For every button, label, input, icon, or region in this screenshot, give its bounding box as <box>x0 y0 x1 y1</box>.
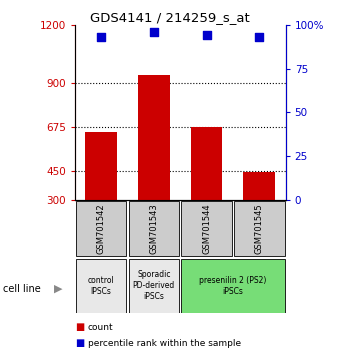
Text: GSM701545: GSM701545 <box>255 203 264 254</box>
Bar <box>243 172 275 200</box>
Text: Sporadic
PD-derived
iPSCs: Sporadic PD-derived iPSCs <box>133 270 175 302</box>
Bar <box>234 201 285 256</box>
Text: ■: ■ <box>75 322 84 332</box>
Bar <box>129 259 179 313</box>
Point <box>204 33 209 38</box>
Point <box>151 29 156 35</box>
Text: control
IPSCs: control IPSCs <box>88 276 115 296</box>
Point <box>99 34 104 40</box>
Text: GSM701542: GSM701542 <box>97 203 106 254</box>
Text: percentile rank within the sample: percentile rank within the sample <box>88 339 241 348</box>
Text: GSM701543: GSM701543 <box>149 203 158 254</box>
Text: GDS4141 / 214259_s_at: GDS4141 / 214259_s_at <box>90 11 250 24</box>
Bar <box>138 75 170 200</box>
Bar <box>191 127 222 200</box>
Text: count: count <box>88 323 113 332</box>
Point <box>256 34 262 40</box>
Text: ■: ■ <box>75 338 84 348</box>
Bar <box>181 259 285 313</box>
Bar <box>85 132 117 200</box>
Bar <box>76 201 126 256</box>
Text: presenilin 2 (PS2)
iPSCs: presenilin 2 (PS2) iPSCs <box>199 276 267 296</box>
Bar <box>129 201 179 256</box>
Text: GSM701544: GSM701544 <box>202 203 211 254</box>
Text: cell line: cell line <box>3 284 41 293</box>
Bar <box>181 201 232 256</box>
Text: ▶: ▶ <box>54 284 63 293</box>
Bar <box>76 259 126 313</box>
